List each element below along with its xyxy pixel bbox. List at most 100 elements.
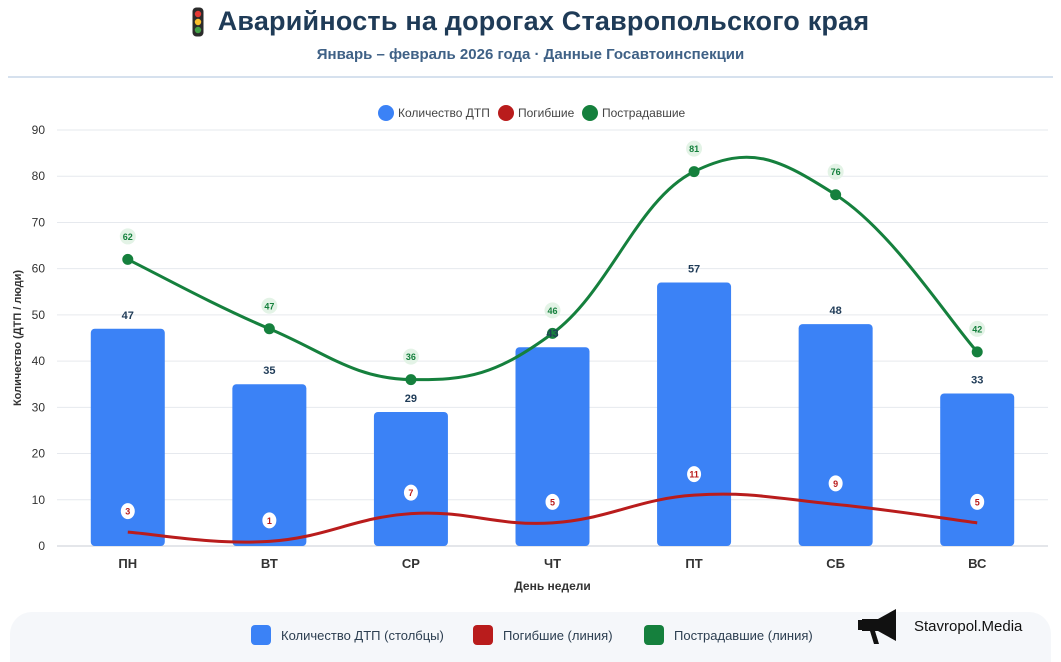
legend-item: Количество ДТП: [378, 105, 490, 121]
bar-value-label: 57: [688, 264, 700, 276]
y-tick-label: 0: [38, 539, 45, 553]
data-label-bg: [119, 228, 136, 245]
data-label-deaths: 7: [403, 484, 418, 501]
bar: [798, 324, 873, 546]
y-tick-label: 30: [32, 400, 46, 414]
data-label-bg: [970, 493, 985, 510]
data-label-injured: 76: [827, 163, 844, 180]
data-label-deaths: 5: [545, 493, 560, 510]
bottom-legend-label-deaths: Погибшие (линия): [503, 627, 613, 643]
page-title: Аварийность на дорогах Ставропольского к…: [217, 6, 870, 36]
title-row: Аварийность на дорогах Ставропольского к…: [0, 6, 1061, 37]
data-label-injured-text: 42: [972, 324, 982, 334]
traffic-light-icon: [192, 7, 204, 36]
bar-value-label: 43: [546, 328, 558, 340]
legend-swatch: [498, 105, 514, 121]
x-tick-label: ПН: [118, 556, 137, 571]
data-label-bg: [120, 503, 135, 520]
data-label-deaths: 3: [120, 503, 135, 520]
data-label-injured: 81: [686, 140, 703, 157]
bar: [373, 411, 448, 546]
bar-value-label: 48: [830, 305, 842, 317]
bar: [940, 393, 1015, 546]
bottom-legend-swatch-injured: [644, 625, 664, 645]
y-tick-label: 60: [32, 262, 46, 276]
x-tick-label: СР: [402, 556, 420, 571]
bottom-legend-label-accidents: Количество ДТП (столбцы): [281, 627, 444, 643]
brand-name: Stavropol.Media: [914, 617, 1023, 635]
data-label-injured: 46: [544, 302, 561, 319]
y-axis-title: Количество (ДТП / люди): [12, 270, 24, 406]
data-label-deaths: 11: [687, 466, 702, 483]
data-label-deaths-text: 1: [267, 516, 272, 526]
data-label-injured-text: 46: [547, 306, 557, 316]
bottom-legend-item-accidents: Количество ДТП (столбцы): [251, 625, 444, 645]
data-label-injured-text: 62: [123, 232, 133, 242]
legend-label: Количество ДТП: [398, 106, 490, 120]
data-label-injured: 36: [402, 348, 419, 365]
data-label-deaths-text: 9: [833, 479, 838, 489]
x-tick-label: СБ: [826, 556, 845, 571]
data-label-deaths: 1: [262, 512, 277, 529]
data-label-bg: [262, 512, 277, 529]
data-point-injured: [688, 166, 700, 178]
data-label-injured-text: 81: [689, 144, 699, 154]
data-label-deaths-text: 7: [408, 488, 413, 498]
bar-value-label: 47: [122, 310, 134, 322]
y-tick-label: 80: [32, 169, 46, 183]
bar-value-label: 33: [971, 374, 983, 386]
y-tick-label: 90: [32, 123, 46, 137]
bottom-legend-swatch-accidents: [251, 625, 271, 645]
bar: [515, 347, 590, 546]
data-point-injured: [263, 323, 275, 335]
data-label-bg: [261, 297, 278, 314]
data-label-bg: [827, 163, 844, 180]
brand-watermark: Stavropol.Media: [858, 606, 1022, 646]
x-tick-label: ВС: [968, 556, 987, 571]
bar-value-label: 29: [405, 393, 417, 405]
data-label-injured: 47: [261, 297, 278, 314]
data-label-injured-text: 76: [831, 167, 841, 177]
x-axis-title: День недели: [514, 579, 591, 593]
legend-label: Погибшие: [518, 106, 575, 120]
data-label-deaths-text: 5: [550, 497, 555, 507]
legend-swatch: [378, 105, 394, 121]
page-subtitle: Январь – февраль 2026 года · Данные Госа…: [316, 46, 745, 63]
chart: 0 10 20 30 40 50 60 70 80 90 День недели Количество…: [12, 105, 1048, 593]
data-label-bg: [969, 320, 986, 337]
data-point-injured: [547, 327, 558, 339]
data-label-bg: [828, 475, 843, 492]
x-tick-label: ПТ: [685, 556, 702, 571]
y-tick-label: 10: [32, 493, 46, 507]
series-line-deaths: [127, 492, 978, 544]
data-label-deaths: 5: [970, 493, 985, 510]
data-point-injured: [830, 189, 842, 201]
data-label-deaths-text: 3: [125, 507, 130, 517]
y-tick-label: 50: [32, 308, 46, 322]
data-label-bg: [402, 348, 419, 365]
bar: [232, 384, 307, 546]
legend-item: Погибшие: [498, 105, 575, 121]
data-label-bg: [545, 493, 560, 510]
data-label-injured: 42: [969, 320, 986, 337]
data-label-bg: [686, 140, 703, 157]
bottom-legend-item-injured: Пострадавшие (линия): [644, 625, 813, 645]
legend-swatch: [582, 105, 598, 121]
bottom-legend-item-deaths: Погибшие (линия): [473, 625, 613, 645]
bar: [90, 328, 165, 546]
y-tick-label: 40: [32, 354, 46, 368]
data-label-injured-text: 47: [264, 301, 274, 311]
data-label-bg: [544, 302, 561, 319]
bottom-legend-label-injured: Пострадавшие (линия): [674, 627, 813, 643]
data-label-deaths-text: 11: [689, 470, 699, 480]
bottom-legend: Количество ДТП (столбцы) Погибшие (линия…: [10, 612, 1051, 662]
data-label-bg: [687, 466, 702, 483]
megaphone-icon: [858, 609, 896, 644]
data-point-injured: [971, 346, 983, 358]
header-divider: [8, 76, 1053, 78]
bar: [657, 282, 732, 546]
y-tick-label: 70: [32, 215, 46, 229]
data-point-injured: [122, 253, 134, 265]
data-label-injured: 62: [119, 228, 136, 245]
y-tick-label: 20: [32, 447, 46, 461]
